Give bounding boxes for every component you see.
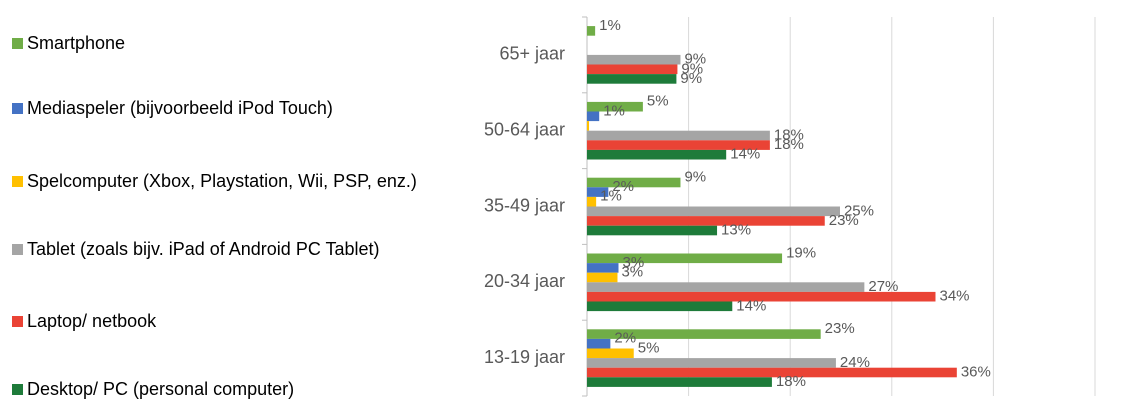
data-label: 18% — [774, 126, 804, 143]
data-label: 1% — [603, 102, 625, 119]
x-tick-label: 20% — [772, 405, 808, 406]
bar — [587, 301, 733, 312]
legend-swatch — [12, 176, 23, 187]
legend-label: Tablet (zoals bijv. iPad of Android PC T… — [27, 239, 380, 259]
legend-item: Spelcomputer (Xbox, Playstation, Wii, PS… — [12, 168, 432, 194]
bar — [587, 64, 678, 75]
bar — [587, 348, 634, 359]
y-tick-label: 35-49 jaar — [484, 195, 565, 215]
data-label: 24% — [840, 354, 870, 371]
data-label: 23% — [829, 212, 859, 229]
bar — [587, 121, 590, 131]
data-label: 9% — [684, 51, 706, 68]
legend-label: Mediaspeler (bijvoorbeeld iPod Touch) — [27, 98, 333, 118]
data-label: 18% — [776, 373, 806, 390]
bar — [587, 225, 718, 236]
legend-swatch — [12, 38, 23, 49]
data-label: 2% — [614, 330, 636, 347]
bar — [587, 74, 677, 84]
data-label: 9% — [680, 70, 702, 87]
data-label: 9% — [684, 168, 706, 185]
legend-swatch — [12, 316, 23, 327]
data-label: 5% — [647, 93, 669, 110]
bar — [587, 130, 770, 141]
data-label: 34% — [939, 288, 969, 305]
bar — [587, 101, 643, 112]
y-tick-label: 50-64 jaar — [484, 119, 565, 139]
x-tick-label: 40% — [975, 405, 1011, 406]
bar — [587, 26, 596, 36]
legend-label: Desktop/ PC (personal computer) — [27, 379, 295, 399]
legend-swatch — [12, 103, 23, 114]
legend-label: Spelcomputer (Xbox, Playstation, Wii, PS… — [27, 171, 417, 191]
legend-item: Smartphone — [12, 30, 432, 56]
legend-swatch — [12, 244, 23, 255]
legend-item: Laptop/ netbook — [12, 308, 432, 334]
bar — [587, 338, 611, 349]
y-tick-label: 20-34 jaar — [484, 271, 565, 291]
bar — [587, 358, 836, 368]
legend-label: Smartphone — [27, 33, 126, 53]
bar — [587, 367, 957, 378]
bar — [587, 54, 681, 65]
data-label: 1% — [599, 17, 621, 34]
data-label: 19% — [786, 244, 816, 261]
bar — [587, 282, 865, 292]
bar — [587, 149, 727, 160]
bar — [587, 291, 936, 302]
data-label: 13% — [721, 221, 751, 238]
bar — [587, 177, 681, 188]
bar — [587, 253, 783, 264]
legend-swatch — [12, 384, 23, 395]
legend-item: Mediaspeler (bijvoorbeeld iPod Touch) — [12, 95, 432, 121]
x-tick-label: 50% — [1077, 405, 1113, 406]
bar — [587, 111, 600, 122]
data-label: 3% — [621, 263, 643, 280]
data-label: 14% — [730, 146, 760, 163]
bar — [587, 272, 618, 283]
y-tick-label: 13-19 jaar — [484, 347, 565, 367]
legend-item: Desktop/ PC (personal computer) — [12, 376, 432, 402]
data-label: 2% — [612, 178, 634, 195]
bar — [587, 263, 619, 273]
legend-item: Tablet (zoals bijv. iPad of Android PC T… — [12, 236, 432, 262]
bar — [587, 216, 825, 226]
data-label: 5% — [638, 339, 660, 356]
data-label: 14% — [736, 297, 766, 314]
legend-label: Laptop/ netbook — [27, 311, 157, 331]
data-label: 18% — [774, 136, 804, 153]
x-tick-label: 10% — [671, 405, 707, 406]
bar — [587, 329, 821, 339]
data-label: 1% — [600, 188, 622, 205]
data-label: 25% — [844, 202, 874, 219]
bar — [587, 187, 609, 197]
y-tick-label: 65+ jaar — [499, 44, 565, 64]
data-label: 27% — [868, 278, 898, 295]
data-label: 9% — [681, 60, 703, 77]
bar — [587, 206, 840, 217]
data-label: 23% — [825, 320, 855, 337]
data-label: 3% — [622, 254, 644, 271]
x-tick-label: 30% — [874, 405, 910, 406]
data-label: 36% — [961, 363, 991, 380]
x-tick-label: 0% — [574, 405, 600, 406]
bar — [587, 140, 770, 150]
bar — [587, 377, 772, 387]
bar — [587, 196, 597, 207]
